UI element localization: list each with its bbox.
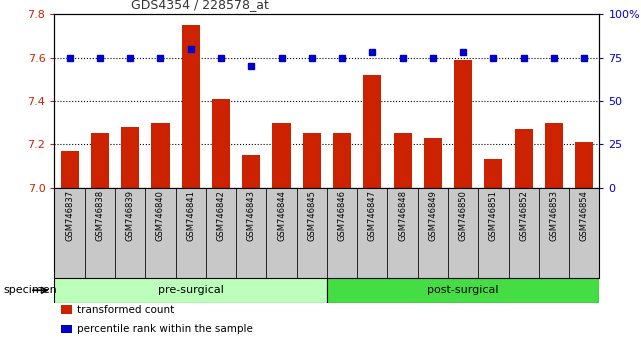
Bar [448,188,478,278]
Bar [297,188,327,278]
Bar [575,142,594,188]
Bar [236,188,267,278]
Bar [206,188,236,278]
Text: pre-surgical: pre-surgical [158,285,224,295]
Bar [303,133,321,188]
Bar [333,133,351,188]
Text: GSM746841: GSM746841 [186,190,196,241]
Text: GSM746852: GSM746852 [519,190,528,241]
Text: GSM746837: GSM746837 [65,190,74,241]
Bar [424,138,442,188]
Text: percentile rank within the sample: percentile rank within the sample [77,324,253,334]
Text: transformed count: transformed count [77,305,174,315]
Bar [146,188,176,278]
Text: GSM746844: GSM746844 [277,190,286,241]
FancyBboxPatch shape [54,278,327,303]
Bar [508,188,539,278]
Bar [394,133,412,188]
Bar [485,159,503,188]
Text: GSM746842: GSM746842 [217,190,226,241]
Bar [115,188,146,278]
Bar [242,155,260,188]
Bar [176,188,206,278]
Text: GSM746848: GSM746848 [398,190,407,241]
Text: GSM746838: GSM746838 [96,190,104,241]
Bar [569,188,599,278]
Text: GSM746843: GSM746843 [247,190,256,241]
Bar [387,188,418,278]
Bar [545,122,563,188]
Bar [212,99,230,188]
Text: GSM746853: GSM746853 [549,190,558,241]
Text: GSM746846: GSM746846 [338,190,347,241]
Text: GSM746849: GSM746849 [428,190,437,241]
Bar [267,188,297,278]
Text: GSM746847: GSM746847 [368,190,377,241]
Bar [327,188,357,278]
Bar [539,188,569,278]
Bar [151,122,169,188]
Bar [54,188,85,278]
Bar [357,188,387,278]
Text: GSM746850: GSM746850 [458,190,468,241]
Bar [454,60,472,188]
Text: GSM746839: GSM746839 [126,190,135,241]
Bar [272,122,290,188]
Text: GSM746845: GSM746845 [307,190,316,241]
Bar [121,127,139,188]
Text: specimen: specimen [3,285,57,295]
Bar [60,151,79,188]
Text: GSM746840: GSM746840 [156,190,165,241]
Bar [181,25,200,188]
Bar [91,133,109,188]
Text: GDS4354 / 228578_at: GDS4354 / 228578_at [131,0,269,11]
Bar [363,75,381,188]
Bar [478,188,508,278]
FancyBboxPatch shape [327,278,599,303]
Text: GSM746854: GSM746854 [579,190,588,241]
Bar [418,188,448,278]
Bar [85,188,115,278]
Text: GSM746851: GSM746851 [489,190,498,241]
Bar [515,129,533,188]
Text: post-surgical: post-surgical [428,285,499,295]
